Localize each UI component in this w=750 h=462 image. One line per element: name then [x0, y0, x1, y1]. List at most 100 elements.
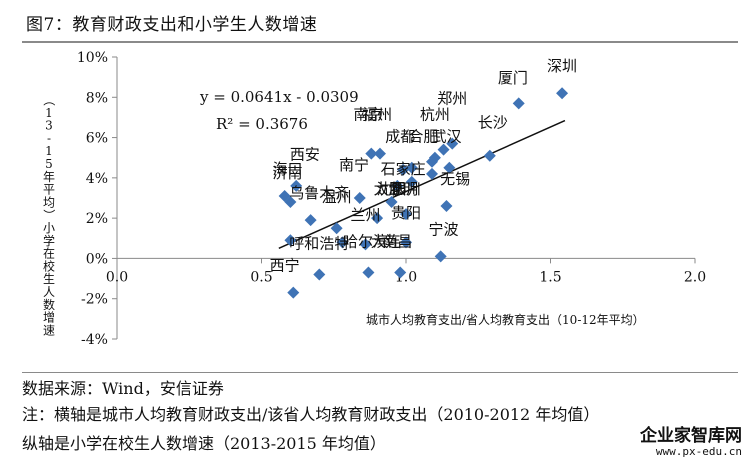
y-label-glyph: 数: [43, 297, 55, 312]
y-label-glyph: 在: [43, 247, 55, 261]
trendline-line: [278, 119, 566, 250]
city-label: 西安: [290, 146, 320, 164]
city-label: 济南: [273, 164, 303, 182]
city-label: 南昌: [382, 232, 412, 250]
city-label: 大连: [371, 232, 401, 250]
city-label: 太原: [374, 180, 404, 198]
city-label: 郑州: [437, 89, 467, 107]
city-label: 杭州: [420, 105, 450, 123]
city-label: 厦门: [498, 69, 528, 87]
data-point: [330, 222, 343, 235]
x-tick-label: 0.0: [106, 269, 128, 285]
y-label-glyph: -: [47, 131, 51, 145]
y-label-glyph: 校: [43, 258, 55, 273]
city-label: 福州: [362, 105, 392, 123]
city-label: 呼和浩特: [289, 234, 349, 252]
x-tick-label: 2.0: [684, 269, 706, 285]
y-label-glyph: ）: [42, 209, 56, 221]
data-points: [278, 87, 569, 299]
axes: [112, 56, 696, 340]
data-point: [394, 266, 407, 279]
y-label-glyph: 平: [43, 183, 55, 197]
city-label: 长沙: [478, 114, 508, 132]
data-point: [284, 234, 297, 247]
data-point: [405, 175, 418, 188]
city-label: 银川: [391, 180, 421, 198]
y-label-glyph: 小: [43, 221, 55, 235]
city-label: 沈阳: [377, 180, 407, 198]
x-tick-label: 1.5: [539, 269, 561, 285]
city-label: 南京: [353, 105, 383, 123]
y-label-glyph: 均: [43, 195, 55, 209]
data-point: [483, 149, 496, 162]
city-label: 昆明: [388, 180, 418, 198]
note-y-axis: 纵轴是小学在校生人数增速（2013-2015 年均值）: [22, 434, 386, 453]
y-tick-label: -2%: [81, 292, 108, 308]
data-point: [512, 97, 525, 110]
city-label: 乌鲁木齐: [289, 184, 349, 202]
city-label: 兰州: [351, 206, 381, 224]
notes-divider: [22, 372, 738, 373]
y-tick-label: 2%: [86, 211, 108, 227]
y-label-glyph: 3: [45, 119, 53, 133]
watermark-url: www.px-edu.cn: [653, 445, 744, 458]
data-point: [405, 161, 418, 174]
data-point: [426, 155, 439, 168]
city-label: 成都: [385, 128, 415, 146]
data-point: [313, 268, 326, 281]
y-tick-label: 8%: [86, 90, 108, 106]
data-point: [443, 161, 456, 174]
data-point: [365, 147, 378, 160]
y-tick-label: -4%: [81, 332, 108, 348]
data-point: [290, 179, 303, 192]
y-tick-label: 10%: [77, 50, 108, 66]
data-point: [426, 167, 439, 180]
y-label-glyph: 增: [43, 311, 55, 325]
y-tick-labels: -4% -2% 0% 2% 4% 6% 8% 10%: [77, 50, 108, 348]
city-label: 西宁: [270, 257, 300, 275]
data-point: [373, 147, 386, 160]
data-point: [336, 236, 349, 249]
city-label: 无锡: [440, 170, 470, 188]
x-axis-label: 城市人均教育支出/省人均教育支出（10-12年平均）: [366, 312, 645, 327]
city-label: 合肥: [408, 128, 438, 146]
watermark-logo: 企业家智库网: [638, 421, 744, 446]
trendline: [278, 119, 566, 250]
data-point: [287, 286, 300, 299]
data-point: [556, 87, 569, 100]
y-label-glyph: 5: [45, 157, 53, 171]
data-point: [440, 200, 453, 213]
y-label-glyph: 速: [43, 323, 55, 337]
y-tick-label: 4%: [86, 171, 108, 187]
city-label: 深圳: [547, 57, 577, 75]
y-label-glyph: 1: [45, 144, 53, 158]
y-label-glyph: （: [42, 94, 56, 106]
y-label-glyph: 人: [43, 285, 55, 299]
city-label: 宁波: [429, 220, 459, 238]
y-tick-label: 0%: [86, 251, 108, 267]
scatter-chart: -4%-2%0%2%4%6%8%10% 0.0 0.5 1.0 1.5 2.0 深圳厦门…: [42, 50, 706, 348]
y-label-glyph: 年: [43, 170, 55, 184]
data-point: [397, 163, 410, 176]
data-point: [437, 143, 450, 156]
city-label: 哈尔滨: [343, 232, 388, 250]
city-label: 南宁: [339, 156, 369, 174]
data-point: [400, 236, 412, 249]
data-point: [446, 137, 459, 150]
data-point: [362, 266, 375, 279]
data-point: [304, 214, 317, 227]
y-label-glyph: 1: [45, 106, 53, 120]
city-label: 石家庄: [381, 160, 426, 178]
data-source: 数据来源：Wind，安信证券: [22, 379, 224, 398]
city-label: 武汉: [431, 128, 461, 146]
y-label-glyph: 学: [43, 233, 55, 248]
data-point: [371, 212, 384, 225]
x-tick-labels: 0.0 0.5 1.0 1.5 2.0: [106, 269, 706, 285]
data-point: [385, 196, 398, 209]
chart-title: 图7：教育财政支出和小学生人数增速: [26, 15, 318, 35]
trendline-equation: y = 0.0641x - 0.0309: [199, 88, 359, 106]
r-squared: R² = 0.3676: [216, 115, 308, 133]
data-point: [400, 208, 412, 221]
data-point: [353, 192, 366, 204]
